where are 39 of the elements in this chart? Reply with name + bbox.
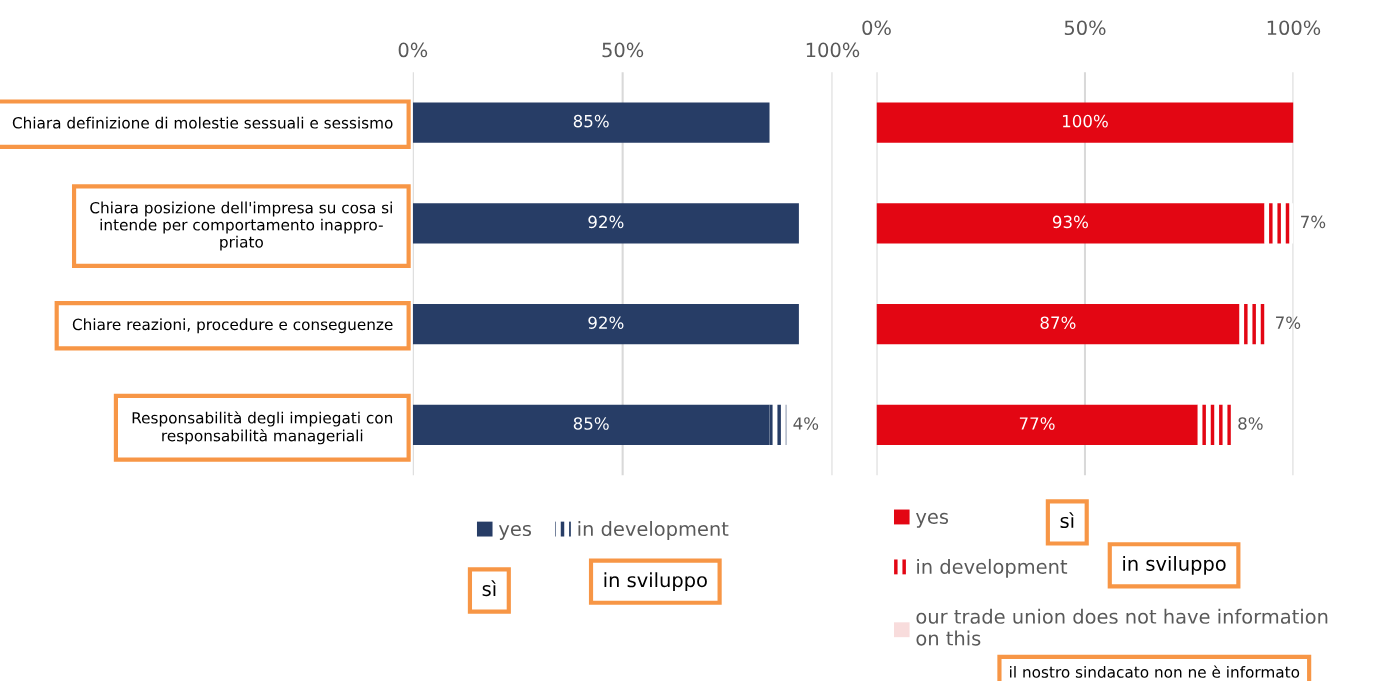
data-label: 85% [573, 417, 609, 430]
data-label: 100% [1062, 114, 1108, 128]
data-label: 8% [1238, 417, 1263, 430]
legend-label: yes [915, 512, 949, 528]
data-label: 7% [1276, 316, 1301, 329]
bar [876, 404, 1198, 446]
legend-label: in development [917, 558, 1068, 578]
text: in sviluppo [1123, 555, 1226, 575]
bar [1197, 404, 1231, 446]
data-label: 92% [588, 215, 624, 229]
data-label: 85% [573, 114, 609, 128]
x-tick-label: 50% [1064, 20, 1106, 36]
data-label: 7% [1301, 215, 1326, 229]
text: in sviluppo [604, 572, 707, 592]
legend-label: yes [498, 524, 532, 540]
bar [769, 404, 787, 446]
data-label: 4% [793, 417, 819, 430]
bar [1264, 203, 1294, 244]
text: sì [482, 580, 496, 597]
y-tick-label: Chiara definizione di molestie sessuali e sessismo [12, 116, 393, 129]
x-tick-label: 50% [602, 42, 644, 58]
data-label: 77% [1019, 417, 1055, 430]
bar [876, 304, 1240, 345]
y-tick-label: Chiare reazioni, procedure e conseguenze [72, 318, 393, 334]
x-tick-label: 100% [806, 42, 860, 58]
bar [876, 102, 1294, 143]
x-tick-label: 0% [862, 20, 891, 36]
x-tick-label: 0% [398, 42, 428, 58]
data-label: 93% [1052, 215, 1088, 229]
y-tick-label: Chiara posizione dell'impresa su cosa si intende per comportamento inappro- priato [90, 201, 392, 251]
data-label: 87% [1040, 316, 1076, 329]
y-tick-label: Responsabilità degli impiegati con responsabilità manageriali [132, 411, 393, 445]
bar [876, 203, 1265, 244]
legend-label: our trade union does not have information on this [916, 608, 1328, 646]
legend-label: in development [578, 521, 729, 540]
data-label: 92% [588, 316, 624, 329]
text: sì [1060, 512, 1074, 529]
x-tick-label: 100% [1267, 20, 1321, 36]
text: il nostro sindacato non ne è informato [1010, 665, 1300, 678]
